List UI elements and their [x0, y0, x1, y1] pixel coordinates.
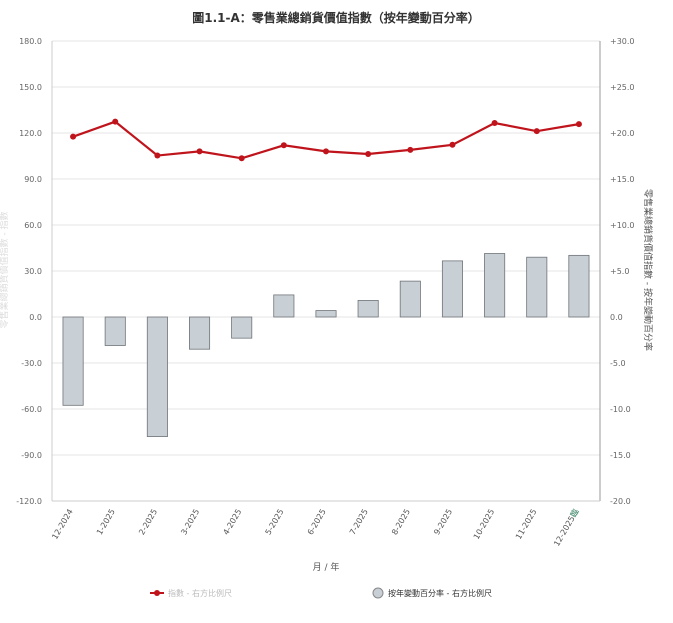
bar: [484, 253, 506, 318]
line-point: [491, 120, 498, 127]
x-axis-title: 月 / 年: [313, 561, 340, 573]
x-tick-label: 10-2025: [472, 507, 497, 540]
y-axis-left-title: 零售業總銷貨價值指數 - 指數: [0, 212, 10, 329]
y-left-tick-label: 60.0: [24, 221, 42, 230]
line-point: [365, 151, 372, 158]
x-tick-label: 2-2025: [137, 508, 159, 537]
bar: [399, 280, 421, 318]
chart-title: 圖1.1-A：零售業總銷貨價值指數（按年變動百分率）: [192, 10, 480, 25]
y-right-tick-label: +15.0: [610, 175, 635, 184]
bar: [104, 316, 126, 346]
x-tick-label: 12-2025臨: [551, 507, 580, 548]
y-right-tick-label: -5.0: [610, 359, 626, 368]
line-point: [533, 128, 540, 135]
line-point: [70, 133, 77, 140]
legend-label-line: 指數 - 右方比例尺: [168, 588, 232, 598]
y-right-tick-label: +10.0: [610, 221, 635, 230]
y-right-tick-label: -15.0: [610, 451, 631, 460]
bar: [189, 316, 211, 350]
y-right-tick-label: +25.0: [610, 83, 635, 92]
y-left-tick-label: -120.0: [16, 497, 42, 506]
y-axis-right-title: 零售業總銷貨價值指數 - 按年變動百分率: [642, 189, 654, 351]
bar: [441, 260, 463, 318]
legend: 指數 - 右方比例尺 按年變動百分率 - 右方比例尺: [150, 587, 492, 599]
y-left-tick-label: -60.0: [21, 405, 42, 414]
y-right-tick-label: +5.0: [610, 267, 629, 276]
line-point: [154, 152, 161, 159]
y-left-tick-label: 0.0: [29, 313, 42, 322]
line-point: [407, 146, 414, 153]
x-tick-label: 4-2025: [221, 508, 243, 537]
x-tick-label: 11-2025: [514, 508, 539, 541]
y-right-tick-label: +20.0: [610, 129, 635, 138]
y-right-tick-label: 0.0: [610, 313, 623, 322]
y-left-tick-label: 30.0: [24, 267, 42, 276]
x-tick-label: 3-2025: [179, 508, 201, 537]
x-tick-label: 6-2025: [306, 508, 328, 537]
x-tick-label: 9-2025: [432, 508, 454, 537]
legend-item-bar[interactable]: 按年變動百分率 - 右方比例尺: [372, 587, 492, 599]
line-series: [70, 118, 582, 162]
y-right-tick-label: -10.0: [610, 405, 631, 414]
line-point: [112, 118, 119, 125]
y-left-tick-label: -30.0: [21, 359, 42, 368]
y-left-tick-label: 90.0: [24, 175, 42, 184]
line-point: [323, 148, 329, 155]
y-left-tick-label: -90.0: [21, 451, 42, 460]
bar-series: [62, 253, 590, 437]
legend-bar-swatch: [372, 587, 384, 599]
bar: [315, 310, 337, 318]
x-tick-label: 7-2025: [348, 508, 370, 537]
grid: [52, 40, 600, 502]
legend-item-line[interactable]: 指數 - 右方比例尺: [150, 588, 232, 598]
y-right-tick-label: -20.0: [610, 497, 631, 506]
bar: [526, 256, 548, 318]
x-tick-label: 8-2025: [390, 508, 412, 537]
bar: [62, 316, 84, 406]
bar: [568, 254, 590, 318]
bar: [231, 316, 253, 339]
bar: [357, 300, 379, 318]
x-tick-provisional-marker: 臨: [568, 507, 581, 519]
x-tick-label: 1-2025: [95, 508, 117, 537]
x-tick-label: 5-2025: [264, 508, 286, 537]
y-left-tick-label: 180.0: [19, 37, 42, 46]
line-point: [238, 155, 245, 162]
x-tick-label: 12-2024: [50, 508, 75, 541]
line-point: [449, 141, 456, 148]
y-right-tick-label: +30.0: [610, 37, 635, 46]
legend-line-marker: [154, 590, 160, 596]
bar: [273, 294, 295, 318]
y-left-tick-label: 150.0: [19, 83, 42, 92]
line-point: [280, 142, 287, 149]
line-point: [196, 148, 203, 155]
line-point: [575, 121, 582, 128]
bar: [146, 316, 168, 437]
legend-label-bar: 按年變動百分率 - 右方比例尺: [388, 588, 492, 598]
y-left-tick-label: 120.0: [19, 129, 42, 138]
